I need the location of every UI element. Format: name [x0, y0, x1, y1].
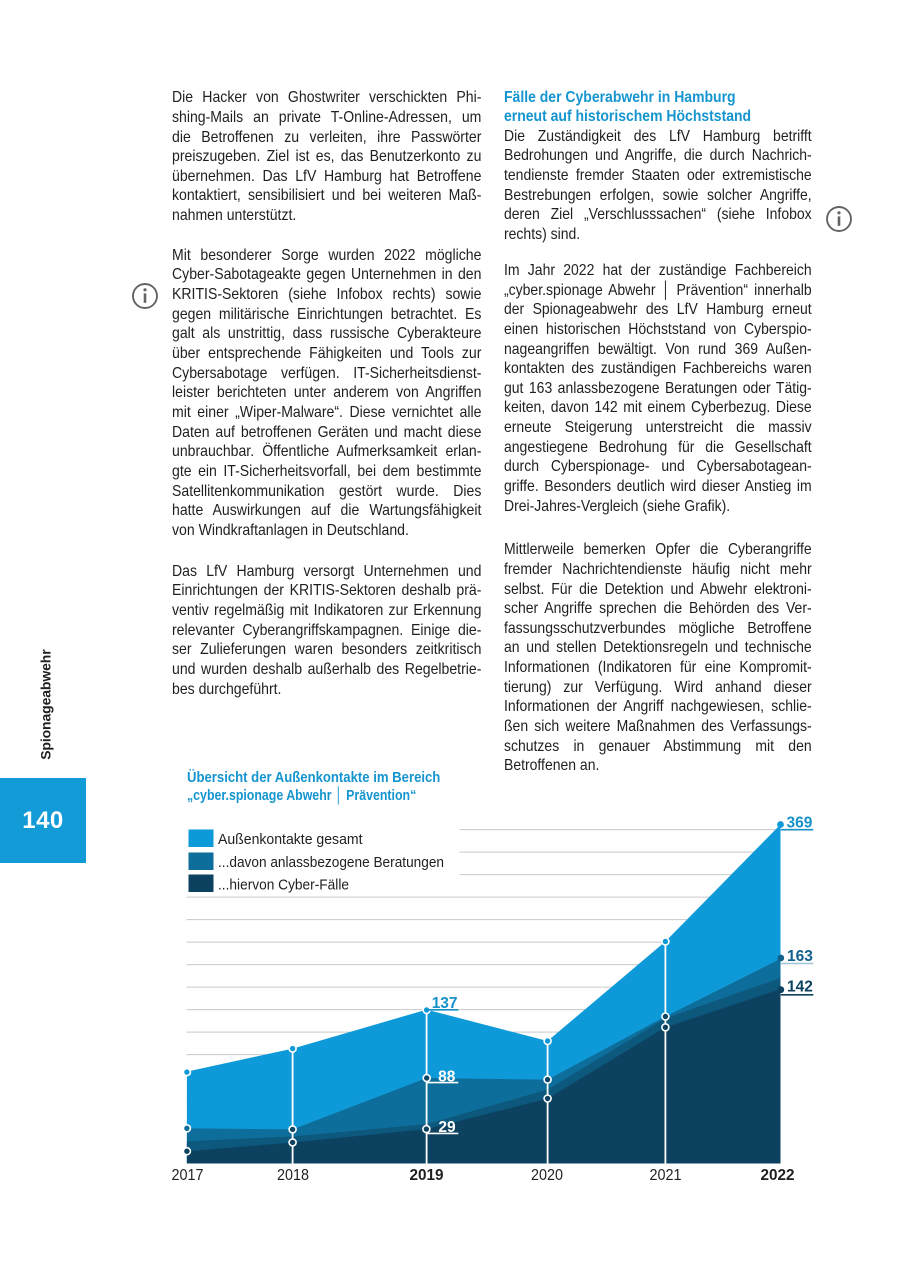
- svg-text:142: 142: [787, 979, 813, 996]
- svg-text:2020: 2020: [531, 1167, 563, 1184]
- svg-text:369: 369: [787, 815, 813, 832]
- svg-text:2018: 2018: [277, 1167, 309, 1184]
- svg-text:...hiervon Cyber-Fälle: ...hiervon Cyber-Fälle: [218, 877, 349, 894]
- svg-text:2017: 2017: [172, 1167, 204, 1184]
- svg-text:2021: 2021: [650, 1167, 682, 1184]
- svg-text:2019: 2019: [410, 1167, 444, 1184]
- svg-text:Spionageabwehr: Spionageabwehr: [38, 649, 54, 760]
- svg-text:29: 29: [438, 1119, 456, 1136]
- svg-text:137: 137: [432, 995, 458, 1012]
- svg-text:Außenkontakte gesamt: Außenkontakte gesamt: [218, 831, 363, 848]
- svg-text:2022: 2022: [761, 1167, 795, 1184]
- svg-text:...davon anlassbezogene Beratu: ...davon anlassbezogene Beratungen: [218, 854, 444, 871]
- svg-text:88: 88: [438, 1069, 456, 1086]
- svg-text:163: 163: [787, 948, 813, 965]
